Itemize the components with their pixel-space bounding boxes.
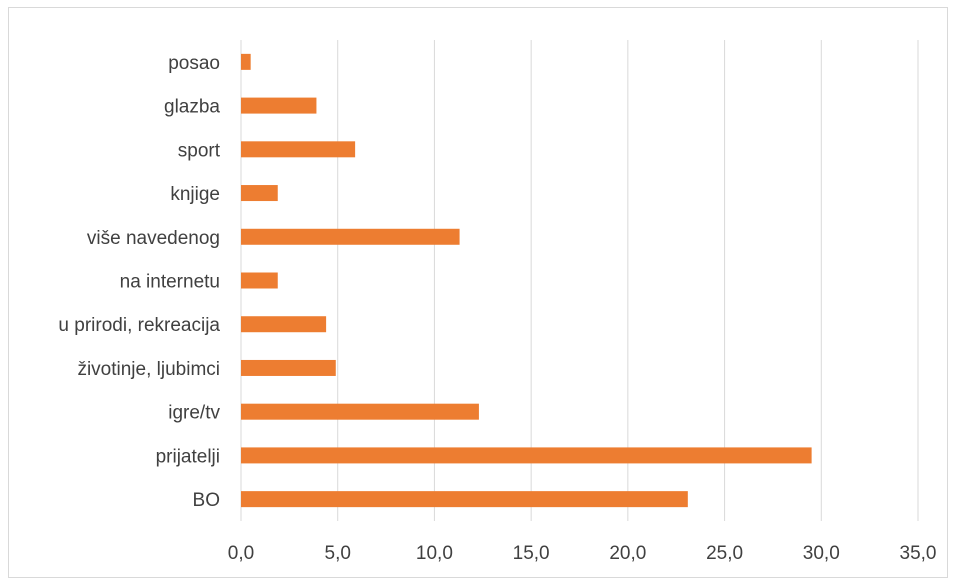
x-tick-label: 30,0 xyxy=(803,543,840,564)
bar xyxy=(241,316,327,333)
category-label: u prirodi, rekreacija xyxy=(58,315,220,336)
x-tick-label: 0,0 xyxy=(228,543,254,564)
x-tick-label: 35,0 xyxy=(900,543,937,564)
x-tick-label: 20,0 xyxy=(609,543,646,564)
x-tick-labels: 0,0 5,0 10,0 15,0 20,0 25,0 30,0 35,0 xyxy=(228,543,937,564)
bar xyxy=(241,359,336,376)
gridlines xyxy=(240,40,919,521)
x-tick-label: 5,0 xyxy=(325,543,351,564)
bar xyxy=(241,141,356,158)
bar xyxy=(241,53,251,70)
category-label: posao xyxy=(168,53,220,74)
category-label: glazba xyxy=(164,97,220,118)
category-label: igre/tv xyxy=(168,403,220,424)
category-labels: BO prijatelji igre/tv životinje, ljubimci u … xyxy=(58,53,220,511)
x-tick-label: 15,0 xyxy=(513,543,550,564)
category-label: knjige xyxy=(170,184,220,205)
bar xyxy=(241,403,479,420)
bars xyxy=(241,53,812,508)
category-label: životinje, ljubimci xyxy=(77,359,220,380)
x-tick-label: 25,0 xyxy=(706,543,743,564)
category-label: na internetu xyxy=(120,272,220,293)
x-tick-label: 10,0 xyxy=(416,543,453,564)
bar xyxy=(241,491,688,508)
bar xyxy=(241,272,278,289)
category-label: prijatelji xyxy=(156,446,220,467)
bar xyxy=(241,97,317,114)
bar xyxy=(241,447,812,464)
bar xyxy=(241,185,278,202)
bar xyxy=(241,228,460,245)
category-label: više navedenog xyxy=(87,228,220,249)
category-label: sport xyxy=(178,140,221,161)
category-label: BO xyxy=(193,490,220,511)
chart-frame xyxy=(8,7,948,578)
